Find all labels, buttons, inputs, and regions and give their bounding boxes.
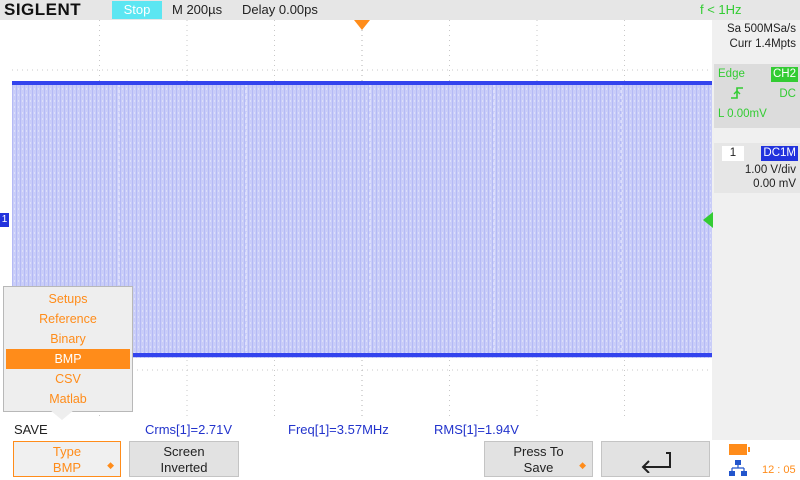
menu-item-binary[interactable]: Binary xyxy=(50,332,86,346)
save-softkey-label: Press To xyxy=(513,444,564,459)
channel1-panel[interactable]: 1 DC1M 1.00 V/div 0.00 mV xyxy=(714,143,800,193)
menu-item-matlab[interactable]: Matlab xyxy=(49,392,87,406)
type-softkey-label: Type xyxy=(52,444,82,459)
system-clock: 12 : 05 xyxy=(762,464,796,476)
trigger-source-badge: CH2 xyxy=(770,67,798,82)
expand-arrow-icon: ◆ xyxy=(579,460,586,470)
battery-icon xyxy=(729,444,750,455)
brand-logo: SIGLENT xyxy=(4,0,82,19)
channel-offset: 0.00 mV xyxy=(753,178,796,190)
status-line xyxy=(0,420,712,440)
network-icon xyxy=(729,460,747,476)
screen-inverted-softkey[interactable]: Screen Inverted xyxy=(129,441,239,477)
channel-vertical-scale: 1.00 V/div xyxy=(744,164,796,176)
menu-item-reference[interactable]: Reference xyxy=(39,312,97,326)
type-softkey[interactable]: Type BMP ◆ xyxy=(13,441,121,477)
trigger-panel[interactable]: Edge CH2 DC L 0.00mV xyxy=(714,64,800,128)
trigger-level-marker[interactable] xyxy=(703,212,713,228)
trigger-position-marker[interactable] xyxy=(354,20,370,30)
sample-rate: Sa 500MSa/s xyxy=(726,23,796,35)
screen-softkey-value: Inverted xyxy=(160,460,208,475)
trigger-frequency-readout: f < 1Hz xyxy=(700,2,742,17)
channel1-ground-marker[interactable]: 1 xyxy=(0,213,9,227)
trigger-level: L 0.00mV xyxy=(718,108,767,120)
measurement-crms: Crms[1]=2.71V xyxy=(145,422,233,437)
menu-mode-label: SAVE xyxy=(14,422,48,437)
measurement-freq: Freq[1]=3.57MHz xyxy=(288,422,389,437)
channel-number: 1 xyxy=(722,146,744,161)
delay-readout: Delay 0.00ps xyxy=(242,2,318,17)
menu-pointer xyxy=(50,410,74,420)
rising-edge-icon xyxy=(730,86,744,103)
trigger-coupling: DC xyxy=(779,88,796,100)
press-to-save-softkey[interactable]: Press To Save ◆ xyxy=(484,441,593,477)
type-softkey-value: BMP xyxy=(52,460,82,475)
waveform-bottom-edge xyxy=(12,353,712,357)
channel-coupling-badge: DC1M xyxy=(761,146,798,161)
menu-item-bmp[interactable]: BMP xyxy=(6,349,130,369)
menu-item-setups[interactable]: Setups xyxy=(48,292,88,306)
waveform-top-edge xyxy=(12,81,712,85)
top-status-bar: SIGLENT Stop M 200µs Delay 0.00ps f < 1H… xyxy=(0,0,800,20)
screen-softkey-label: Screen xyxy=(163,444,205,459)
save-softkey-value: Save xyxy=(523,460,554,475)
trigger-type: Edge xyxy=(718,68,745,80)
menu-item-csv[interactable]: CSV xyxy=(55,372,81,386)
measurement-rms: RMS[1]=1.94V xyxy=(434,422,519,437)
expand-arrow-icon: ◆ xyxy=(107,460,114,470)
back-softkey[interactable] xyxy=(601,441,710,477)
memory-depth: Curr 1.4Mpts xyxy=(729,38,796,50)
file-type-menu: Setups Reference Binary BMP CSV Matlab xyxy=(3,286,133,412)
timebase-readout: M 200µs xyxy=(172,2,223,17)
run-stop-indicator[interactable]: Stop xyxy=(112,1,162,19)
back-arrow-icon xyxy=(641,452,671,474)
